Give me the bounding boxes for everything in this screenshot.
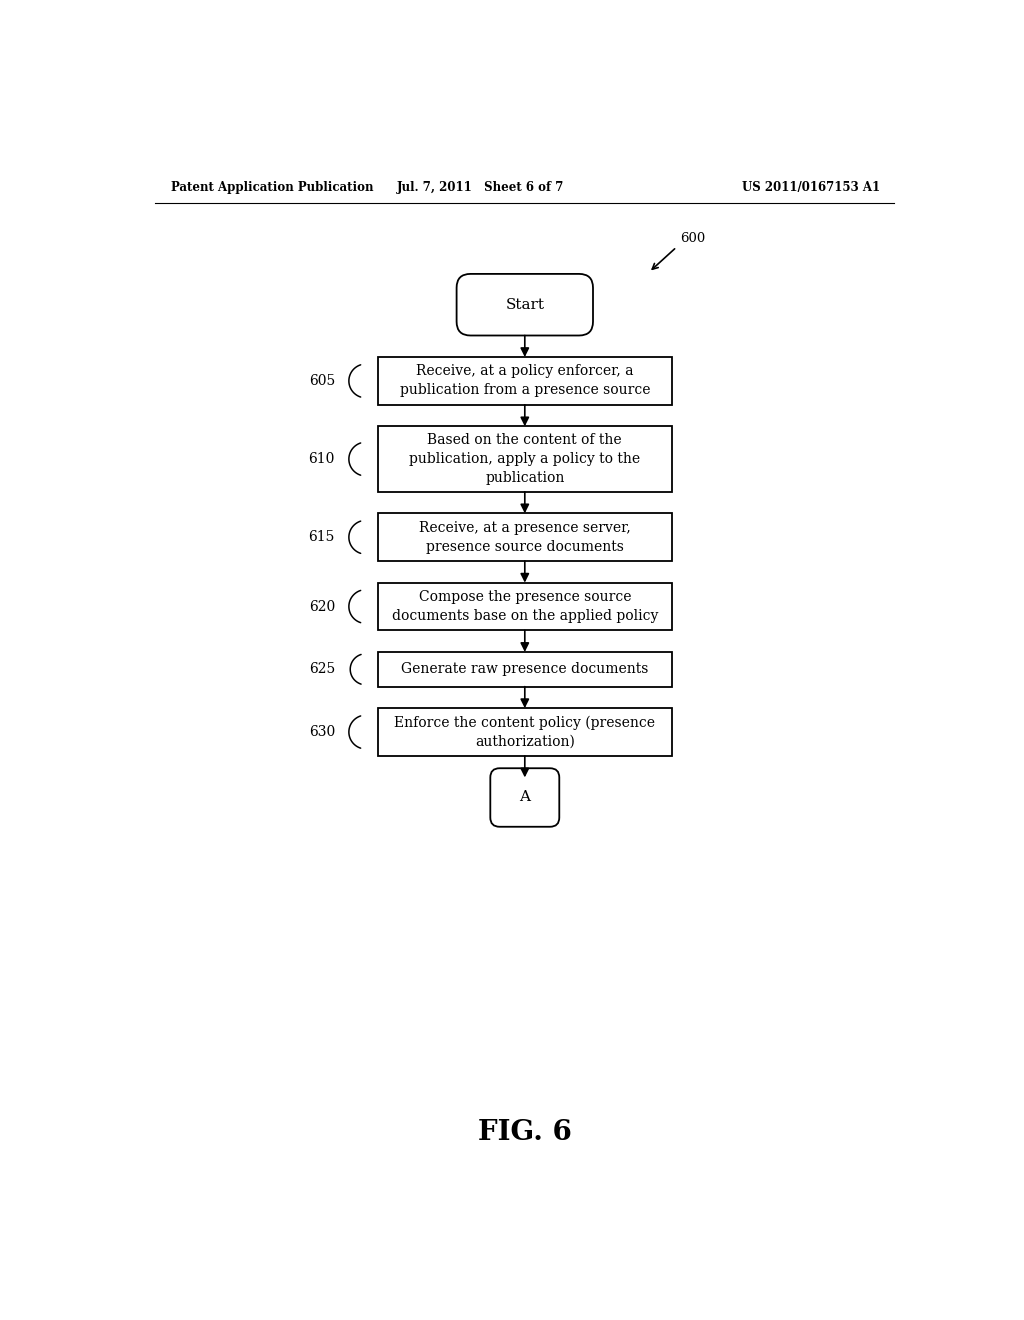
Text: Patent Application Publication: Patent Application Publication [171, 181, 373, 194]
FancyBboxPatch shape [490, 768, 559, 826]
Text: 625: 625 [308, 663, 335, 676]
FancyBboxPatch shape [378, 513, 672, 561]
Text: 615: 615 [308, 531, 335, 544]
Text: 620: 620 [308, 599, 335, 614]
Text: Receive, at a presence server,
presence source documents: Receive, at a presence server, presence … [419, 521, 631, 553]
FancyBboxPatch shape [378, 358, 672, 405]
Text: 610: 610 [308, 451, 335, 466]
Text: US 2011/0167153 A1: US 2011/0167153 A1 [741, 181, 880, 194]
FancyBboxPatch shape [378, 426, 672, 492]
Text: Start: Start [505, 298, 545, 312]
Text: Jul. 7, 2011   Sheet 6 of 7: Jul. 7, 2011 Sheet 6 of 7 [397, 181, 564, 194]
Text: 605: 605 [308, 374, 335, 388]
FancyBboxPatch shape [378, 582, 672, 631]
FancyBboxPatch shape [378, 652, 672, 686]
Text: Based on the content of the
publication, apply a policy to the
publication: Based on the content of the publication,… [410, 433, 640, 484]
Text: 630: 630 [308, 725, 335, 739]
Text: Compose the presence source
documents base on the applied policy: Compose the presence source documents ba… [391, 590, 658, 623]
Text: Receive, at a policy enforcer, a
publication from a presence source: Receive, at a policy enforcer, a publica… [399, 364, 650, 397]
Text: Enforce the content policy (presence
authorization): Enforce the content policy (presence aut… [394, 715, 655, 748]
Text: A: A [519, 791, 530, 804]
Text: 600: 600 [680, 231, 706, 244]
FancyBboxPatch shape [378, 708, 672, 756]
Text: FIG. 6: FIG. 6 [478, 1119, 571, 1146]
Text: Generate raw presence documents: Generate raw presence documents [401, 663, 648, 676]
FancyBboxPatch shape [457, 275, 593, 335]
